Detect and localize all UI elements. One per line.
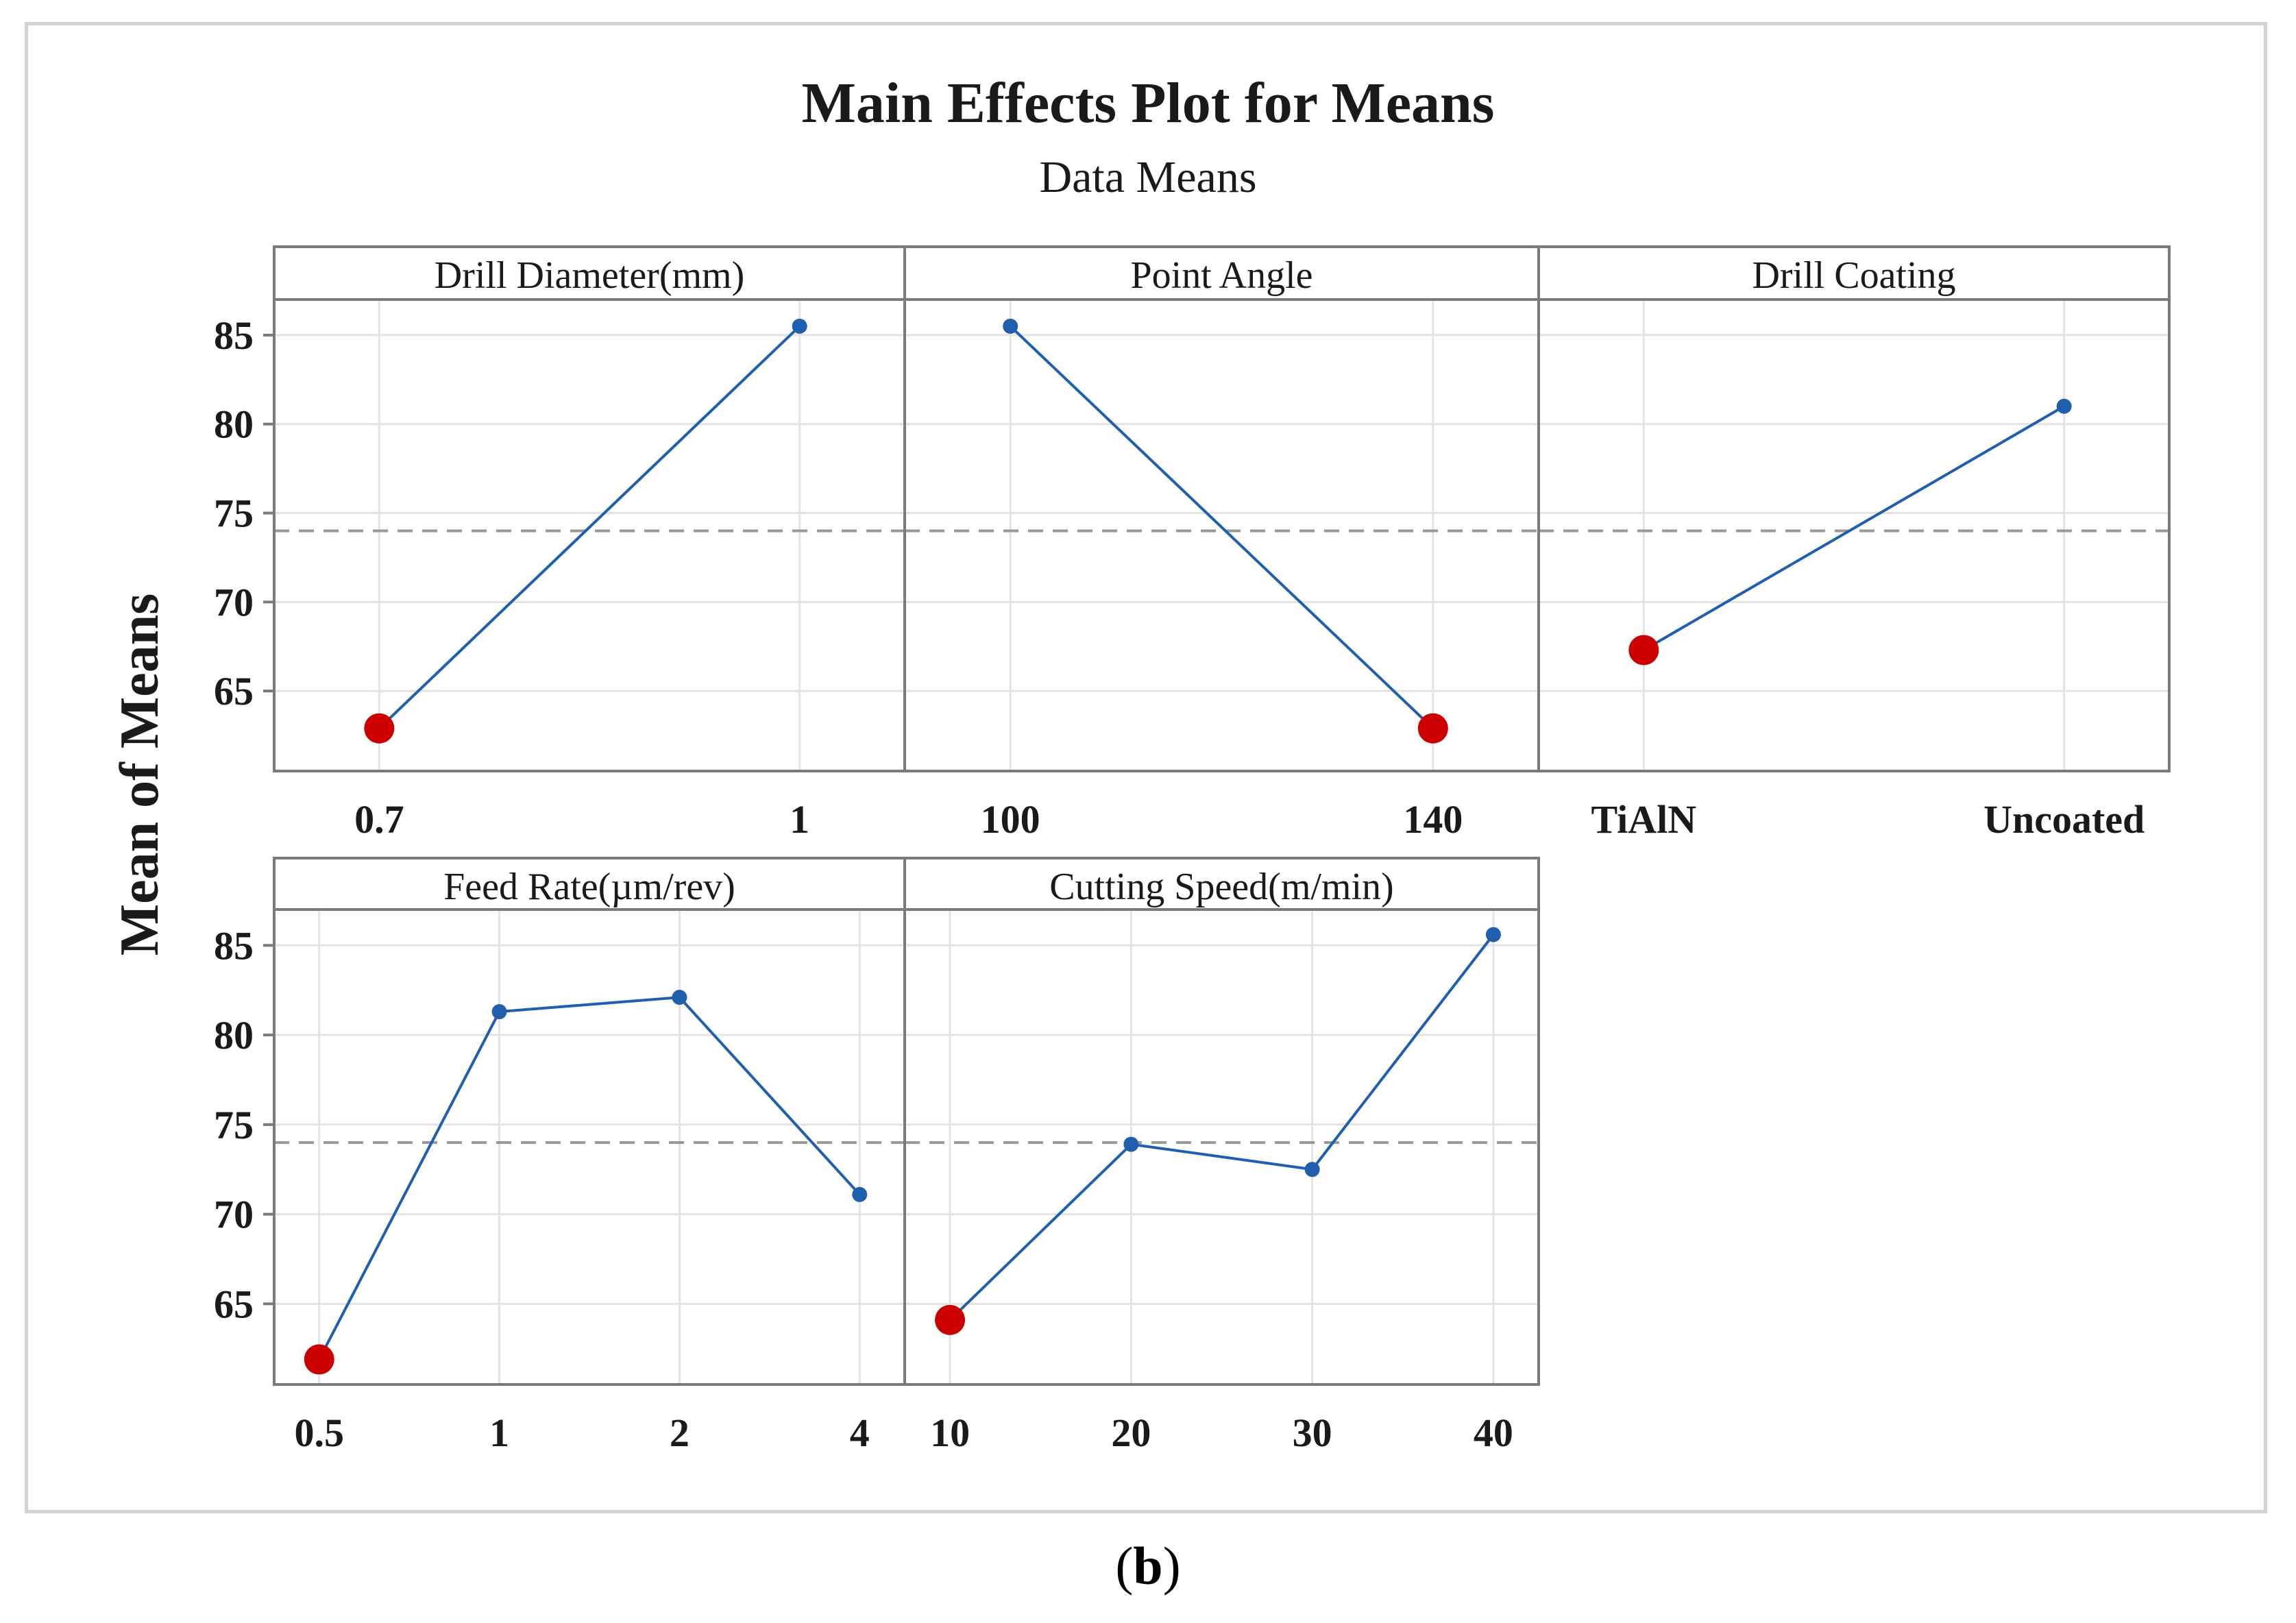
min-point	[364, 713, 395, 744]
series-line	[1643, 405, 2065, 652]
panel-strip	[273, 857, 906, 911]
x-tick-label: 4	[850, 1411, 870, 1455]
y-axis-label: Mean of Means	[110, 594, 170, 956]
x-tick-label: 1	[790, 797, 809, 842]
panel-frame	[1537, 298, 2171, 772]
min-point	[1628, 635, 1659, 666]
x-tick-label: TiAlN	[1591, 797, 1697, 842]
data-point	[1003, 318, 1018, 334]
y-tick-label: 85	[214, 923, 254, 968]
y-tick-label: 80	[214, 1013, 254, 1058]
panel-strip-label: Drill Coating	[1752, 254, 1955, 297]
x-tick-label: 20	[1111, 1411, 1151, 1455]
series-line	[317, 996, 861, 1360]
panel-frame	[903, 298, 1540, 772]
x-tick-label: 1	[489, 1411, 509, 1455]
x-tick-label: 0.7	[354, 797, 404, 842]
data-point	[852, 1186, 868, 1202]
panel-frame	[903, 908, 1540, 1386]
panel-4: Cutting Speed(m/min) 10 20 30 40	[903, 857, 1540, 1455]
y-tick-label: 70	[214, 1193, 254, 1237]
y-tick-label: 70	[214, 580, 254, 624]
y-tick-label: 85	[214, 313, 254, 358]
y-tick-label: 65	[214, 669, 254, 713]
data-point	[2056, 398, 2072, 414]
x-tick-label: 100	[981, 797, 1040, 842]
data-point	[792, 318, 807, 334]
panel-strip-label: Drill Diameter(mm)	[435, 254, 745, 297]
x-tick-label: 30	[1293, 1411, 1332, 1455]
y-tick-label: 75	[214, 1103, 254, 1147]
panel-strip	[273, 245, 906, 301]
x-tick-label: 0.5	[294, 1411, 344, 1455]
panel-frame	[273, 298, 906, 772]
panel-strip	[903, 857, 1540, 911]
data-point	[1123, 1136, 1139, 1152]
data-point	[491, 1004, 507, 1020]
y-tick-label: 65	[214, 1282, 254, 1326]
panel-1: Point Angle 100 140	[903, 245, 1540, 842]
min-point	[935, 1304, 966, 1335]
x-tick-label: 2	[670, 1411, 689, 1455]
x-tick-label: 40	[1474, 1411, 1513, 1455]
x-tick-label: Uncoated	[1983, 797, 2145, 842]
panel-0: Drill Diameter(mm) 0.7 1 65 70 75 80 85	[214, 245, 906, 842]
chart-title: Main Effects Plot for Means	[802, 71, 1495, 135]
data-point	[672, 990, 687, 1005]
y-tick-label: 80	[214, 402, 254, 447]
series-line	[378, 325, 801, 730]
data-point	[1485, 927, 1501, 942]
series-line	[949, 933, 1495, 1321]
series-line	[1009, 325, 1434, 730]
y-tick-label: 75	[214, 491, 254, 536]
caption-label: b	[1133, 1536, 1163, 1596]
x-tick-label: 10	[930, 1411, 970, 1455]
x-tick-label: 140	[1403, 797, 1463, 842]
data-point	[1304, 1162, 1320, 1177]
panel-strip	[1537, 245, 2171, 301]
panel-strip-label: Point Angle	[1130, 254, 1312, 297]
panel-strip-label: Cutting Speed(m/min)	[1049, 866, 1393, 908]
min-point	[304, 1344, 334, 1375]
panel-strip-label: Feed Rate(µm/rev)	[443, 866, 735, 908]
panel-2: Drill Coating TiAlN Uncoated	[1537, 245, 2171, 842]
figure-caption: (b)	[1115, 1536, 1181, 1596]
panel-3: Feed Rate(µm/rev) 0.5 1 2 4 65 70 75 80 85	[214, 857, 906, 1455]
panel-frame	[273, 908, 906, 1386]
min-point	[1417, 713, 1448, 744]
chart-subtitle: Data Means	[1039, 152, 1256, 202]
